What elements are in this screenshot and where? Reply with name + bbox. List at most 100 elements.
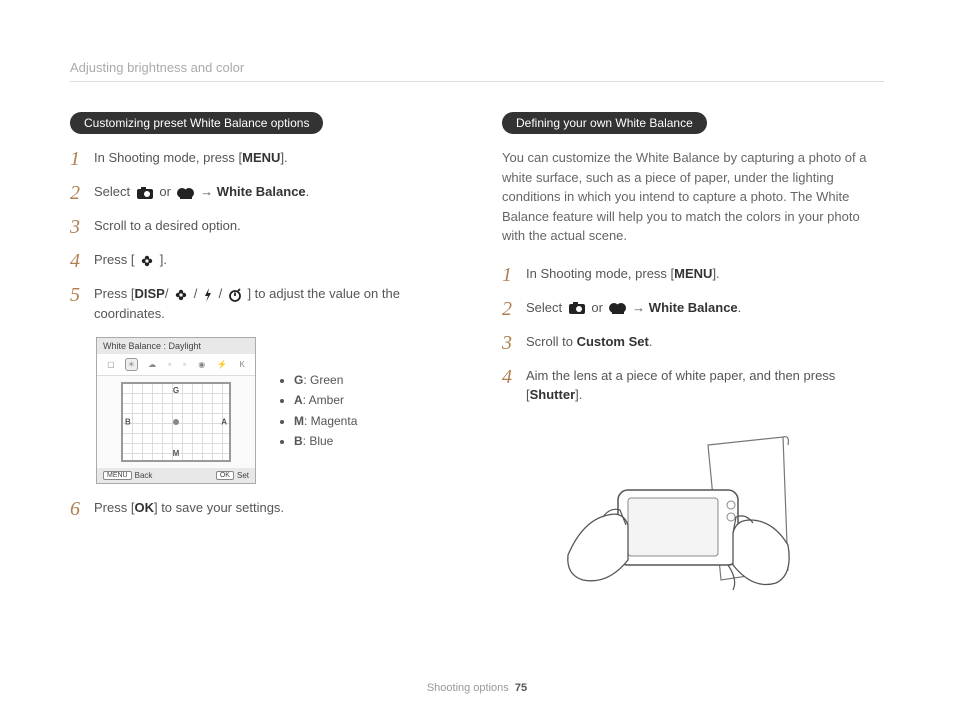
flash-icon: ⚡: [215, 359, 229, 370]
step: 4 Press [ ].: [70, 250, 452, 272]
set-label: Set: [237, 471, 249, 480]
back-hint: MENU Back: [103, 471, 152, 480]
wb-grid: G M B A: [121, 382, 231, 462]
legend-key: M: [294, 414, 304, 428]
video-icon: [609, 301, 627, 315]
grid-label-b: B: [125, 418, 131, 427]
legend-val: : Amber: [303, 393, 344, 407]
text: .: [306, 184, 310, 199]
step: 1 In Shooting mode, press [MENU].: [70, 148, 452, 170]
video-icon: [177, 186, 195, 200]
wb-legend: G: Green A: Amber M: Magenta B: Blue: [280, 370, 357, 452]
wb-opt-icon: ▫: [166, 359, 173, 370]
text: ].: [160, 252, 167, 267]
bold-label: Custom Set: [577, 334, 649, 349]
wb-opt-icon: ▫: [181, 359, 188, 370]
step: 2 Select or → White Balance.: [70, 182, 452, 204]
page-header: Adjusting brightness and color: [70, 60, 884, 82]
wb-lcd-title: White Balance : Daylight: [97, 338, 255, 354]
legend-item: G: Green: [294, 370, 357, 390]
text: /: [219, 286, 223, 301]
arrow: →: [632, 300, 649, 315]
step-text: Select or → White Balance.: [94, 182, 452, 202]
text: Scroll to: [526, 334, 577, 349]
menu-label: MENU: [242, 150, 280, 165]
step-number: 2: [70, 182, 94, 204]
text: .: [649, 334, 653, 349]
step-text: In Shooting mode, press [MENU].: [94, 148, 452, 168]
cloud-icon: ☁: [146, 359, 158, 370]
step: 2 Select or → White Balance.: [502, 298, 884, 320]
bold-label: White Balance: [649, 300, 738, 315]
step-number: 1: [70, 148, 94, 170]
menu-label: MENU: [674, 266, 712, 281]
text: Select: [526, 300, 566, 315]
text: ].: [712, 266, 719, 281]
step-number: 2: [502, 298, 526, 320]
sun-icon: ☀: [125, 358, 138, 371]
step: 3 Scroll to Custom Set.: [502, 332, 884, 354]
grid-label-m: M: [173, 449, 180, 458]
legend-key: B: [294, 434, 303, 448]
step-text: Select or → White Balance.: [526, 298, 884, 318]
step-text: Scroll to Custom Set.: [526, 332, 884, 352]
text: Press [: [94, 500, 134, 515]
wb-opt-icon: ▢: [105, 359, 117, 370]
section-pill-right: Defining your own White Balance: [502, 112, 707, 134]
step-text: Press [OK] to save your settings.: [94, 498, 452, 518]
text: Press [: [94, 252, 134, 267]
text: In Shooting mode, press [: [94, 150, 242, 165]
step-number: 3: [70, 216, 94, 238]
step: 5 Press [DISP/ / / ] to adjust the value…: [70, 284, 452, 323]
section-pill-left: Customizing preset White Balance options: [70, 112, 323, 134]
arrow: →: [200, 184, 217, 199]
text: Select: [94, 184, 134, 199]
flower-icon: [140, 254, 154, 268]
grid-cursor: [173, 419, 179, 425]
legend-val: : Magenta: [304, 414, 357, 428]
step-text: Aim the lens at a piece of white paper, …: [526, 366, 884, 405]
step-number: 1: [502, 264, 526, 286]
menu-btn-icon: MENU: [103, 471, 132, 480]
step-text: In Shooting mode, press [MENU].: [526, 264, 884, 284]
text: or: [159, 184, 174, 199]
step-number: 4: [502, 366, 526, 388]
text: ].: [575, 387, 582, 402]
grid-label-a: A: [221, 418, 227, 427]
timer-icon: [228, 288, 242, 302]
set-hint: OK Set: [216, 471, 249, 480]
wb-icon-row: ▢ ☀ ☁ ▫ ▫ ◉ ⚡ K: [97, 354, 255, 376]
bold-label: White Balance: [217, 184, 306, 199]
legend-val: : Blue: [303, 434, 334, 448]
flower-icon: [174, 288, 188, 302]
legend-val: : Green: [303, 373, 343, 387]
step: 4 Aim the lens at a piece of white paper…: [502, 366, 884, 405]
camera-illustration: [528, 425, 808, 615]
page-number: 75: [515, 682, 527, 694]
step-number: 5: [70, 284, 94, 306]
footer-section: Shooting options: [427, 682, 509, 694]
step: 3 Scroll to a desired option.: [70, 216, 452, 238]
kelvin-icon: K: [238, 359, 247, 370]
text: ] to save your settings.: [154, 500, 284, 515]
step-number: 3: [502, 332, 526, 354]
content-columns: Customizing preset White Balance options…: [70, 112, 884, 615]
right-column: Defining your own White Balance You can …: [502, 112, 884, 615]
text: /: [165, 286, 169, 301]
text: Press [: [94, 286, 134, 301]
step-text: Press [ ].: [94, 250, 452, 270]
step-text: Press [DISP/ / / ] to adjust the value o…: [94, 284, 452, 323]
grid-label-g: G: [173, 386, 179, 395]
disp-label: DISP: [134, 286, 164, 301]
wb-screen-figure: White Balance : Daylight ▢ ☀ ☁ ▫ ▫ ◉ ⚡ K…: [96, 337, 452, 484]
page-footer: Shooting options 75: [0, 682, 954, 694]
text: or: [591, 300, 606, 315]
wb-lcd-footer: MENU Back OK Set: [97, 468, 255, 483]
legend-item: M: Magenta: [294, 411, 357, 431]
step-text: Scroll to a desired option.: [94, 216, 452, 236]
text: .: [738, 300, 742, 315]
back-label: Back: [135, 471, 153, 480]
intro-text: You can customize the White Balance by c…: [502, 148, 884, 246]
text: ].: [280, 150, 287, 165]
camera-icon: [568, 301, 586, 315]
